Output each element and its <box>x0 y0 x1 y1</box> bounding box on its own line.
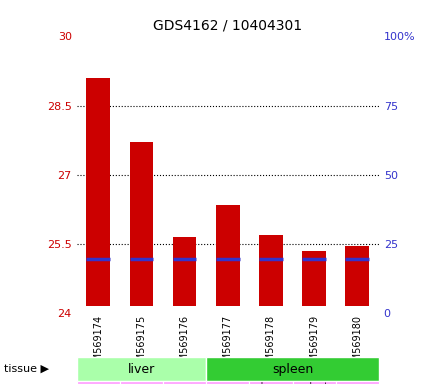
Bar <box>77 357 206 381</box>
Bar <box>173 237 197 306</box>
Bar <box>216 205 240 306</box>
Text: GSM569174: GSM569174 <box>93 315 103 374</box>
Bar <box>346 246 369 306</box>
Bar <box>206 357 379 381</box>
Bar <box>259 235 283 306</box>
Bar <box>120 381 163 384</box>
Text: GSM569179: GSM569179 <box>309 315 319 374</box>
Text: liver: liver <box>128 362 155 376</box>
Bar <box>77 381 120 384</box>
Bar <box>302 251 326 306</box>
Bar <box>86 78 110 306</box>
Text: GSM569176: GSM569176 <box>180 315 190 374</box>
Text: severe
splenome
galy: severe splenome galy <box>339 382 376 384</box>
Bar <box>163 381 206 384</box>
Bar <box>336 381 379 384</box>
Bar <box>249 381 293 384</box>
Bar <box>206 381 249 384</box>
Title: GDS4162 / 10404301: GDS4162 / 10404301 <box>153 18 302 33</box>
Bar <box>130 142 153 306</box>
Text: tissue ▶: tissue ▶ <box>4 364 49 374</box>
Text: GSM569178: GSM569178 <box>266 315 276 374</box>
Bar <box>293 381 336 384</box>
Text: GSM569180: GSM569180 <box>352 315 362 374</box>
Text: GSM569175: GSM569175 <box>136 315 146 374</box>
Text: GSM569177: GSM569177 <box>223 315 233 374</box>
Text: splenome
galy (not
enlarged): splenome galy (not enlarged) <box>252 382 290 384</box>
Text: severe
hepatomege
galy: severe hepatomege galy <box>160 382 209 384</box>
Text: spleen: spleen <box>272 362 313 376</box>
Text: moderate
splenome
galy: moderate splenome galy <box>296 382 333 384</box>
